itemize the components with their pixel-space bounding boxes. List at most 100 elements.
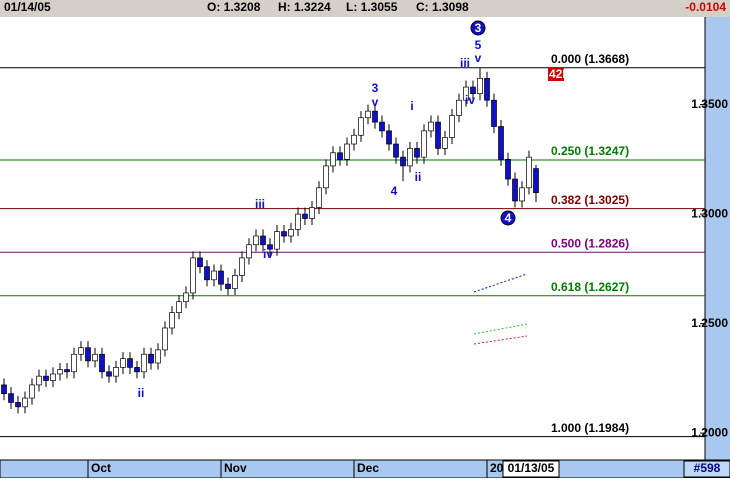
x-tick-label: Dec: [357, 461, 379, 475]
fib-label: 0.618 (1.2627): [551, 280, 629, 294]
candle-body: [526, 156, 532, 189]
cursor-date: 01/13/05: [508, 461, 555, 475]
candle-body: [491, 99, 497, 127]
candle-body: [239, 257, 245, 276]
wave-label: iv: [263, 247, 273, 261]
candle-body: [127, 358, 133, 368]
header-open: O: 1.3208: [207, 0, 261, 14]
candle-body: [358, 117, 364, 136]
candle-body: [71, 353, 77, 373]
projection-blue: [473, 273, 528, 293]
candle-body: [456, 99, 462, 116]
wave-label: 4: [391, 184, 398, 198]
candle-body: [253, 235, 259, 246]
candle-body: [330, 152, 336, 167]
y-tick-label: 1.2000: [691, 425, 728, 439]
candle-body: [204, 266, 210, 281]
candle-body: [442, 137, 448, 149]
candle-body: [421, 130, 427, 158]
candle-body: [393, 143, 399, 158]
candle-body: [218, 270, 224, 285]
candle-body: [477, 77, 483, 94]
x-tick-label: Nov: [224, 461, 247, 475]
candle-body: [533, 168, 539, 193]
candle-body: [197, 257, 203, 268]
candle-body: [309, 207, 315, 219]
candle-body: [120, 358, 126, 368]
header-high: H: 1.3224: [278, 0, 331, 14]
candle-body: [232, 275, 238, 289]
fib-label: 0.250 (1.3247): [551, 144, 629, 158]
candle-body: [463, 86, 469, 101]
candle-body: [372, 110, 378, 123]
candle-body: [92, 353, 98, 362]
wave-label: 4: [505, 211, 512, 225]
candle-body: [274, 231, 280, 250]
wave-label: v: [475, 51, 482, 65]
y-tick-label: 1.2500: [691, 316, 728, 330]
candle-body: [505, 159, 511, 180]
header-low: L: 1.3055: [346, 0, 398, 14]
candle-body: [85, 347, 91, 362]
wave-label: v: [372, 95, 379, 109]
y-tick-label: 1.3000: [691, 206, 728, 220]
marker-box: [548, 67, 564, 81]
candle-body: [113, 367, 119, 377]
candle-body: [470, 86, 476, 95]
fib-label: 0.000 (1.3668): [551, 52, 629, 66]
candle-body: [190, 257, 196, 294]
x-tick-label: Oct: [91, 461, 111, 475]
wave-label: ii: [415, 170, 422, 184]
candle-body: [225, 283, 231, 289]
candle-body: [519, 187, 525, 202]
candle-body: [8, 393, 14, 403]
candle-body: [281, 231, 287, 237]
projection-green: [473, 323, 528, 335]
candle-body: [99, 353, 105, 373]
header-date: 01/14/05: [4, 0, 51, 14]
candle-body: [183, 292, 189, 303]
header-close: C: 1.3098: [416, 0, 469, 14]
candle-body: [323, 165, 329, 189]
candle-body: [414, 148, 420, 158]
fib-label: 1.000 (1.1984): [551, 421, 629, 435]
candle-body: [379, 121, 385, 132]
wave-label: 5: [475, 38, 482, 52]
candle-body: [400, 156, 406, 167]
candle-body: [316, 187, 322, 208]
candle-body: [211, 270, 217, 281]
candle-body: [295, 213, 301, 230]
candle-body: [1, 384, 7, 395]
wave-label: 3: [475, 21, 482, 35]
fib-label: 0.382 (1.3025): [551, 193, 629, 207]
candle-body: [351, 134, 357, 145]
wave-label: 3: [372, 81, 379, 95]
candle-body: [288, 229, 294, 237]
candle-body: [22, 397, 28, 408]
candle-body: [15, 402, 21, 408]
y-tick-label: 1.3500: [691, 97, 728, 111]
candle-body: [176, 301, 182, 314]
wave-label: ii: [138, 386, 145, 400]
candle-body: [484, 77, 490, 101]
candle-body: [148, 353, 154, 364]
candle-body: [246, 244, 252, 259]
candle-body: [43, 375, 49, 381]
candle-body: [57, 369, 63, 375]
wave-circle: [500, 210, 516, 226]
candle-body: [344, 143, 350, 160]
header-change: -0.0104: [685, 0, 726, 14]
record-box: [683, 460, 730, 478]
candle-body: [386, 130, 392, 145]
wave-label: iv: [465, 93, 475, 107]
candle-body: [141, 353, 147, 373]
candle-body: [106, 371, 112, 377]
candle-body: [162, 327, 168, 351]
candle-body: [50, 373, 56, 381]
price-axis-panel: [705, 17, 730, 460]
candle-body: [260, 235, 266, 246]
wave-circle: [470, 20, 486, 36]
wave-label: iii: [255, 197, 265, 211]
